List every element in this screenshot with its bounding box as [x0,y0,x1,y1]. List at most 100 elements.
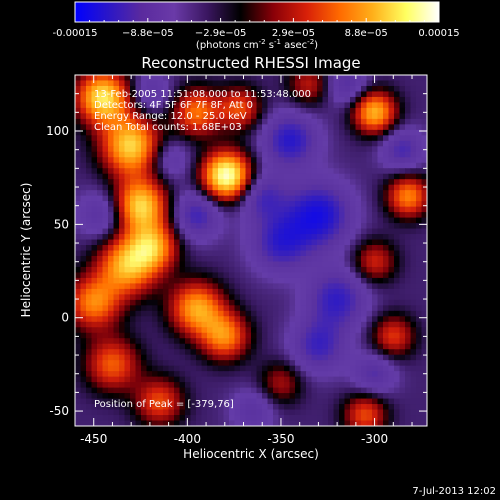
heatmap-cell [135,393,142,400]
heatmap-cell [218,288,225,295]
heatmap-cell [152,184,159,191]
heatmap-cell [328,266,335,274]
heatmap-cell [229,404,236,411]
heatmap-cell [97,261,104,268]
heatmap-cell [339,415,346,422]
heatmap-cell [141,96,148,104]
heatmap-cell [157,376,164,383]
heatmap-cell [333,168,340,175]
heatmap-cell [174,146,181,153]
heatmap-cell [102,234,109,241]
heatmap-cell [245,118,252,125]
heatmap-cell [251,338,258,345]
heatmap-cell [218,316,225,323]
heatmap-cell [262,85,269,93]
heatmap-cell [234,91,241,98]
heatmap-cell [383,272,390,279]
heatmap-cell [218,365,225,372]
heatmap-cell [75,124,82,131]
heatmap-cell [355,349,362,356]
heatmap-cell [339,349,346,356]
heatmap-cell [344,332,351,339]
heatmap-cell [223,124,230,131]
heatmap-cell [284,107,291,114]
heatmap-cell [113,393,120,400]
heatmap-cell [350,255,357,263]
heatmap-cell [339,184,346,191]
heatmap-cell [284,404,291,411]
heatmap-cell [383,294,390,301]
heatmap-cell [124,371,131,378]
heatmap-cell [416,190,423,197]
heatmap-cell [421,217,427,224]
heatmap-cell [185,135,192,142]
heatmap-cell [86,124,93,131]
heatmap-cell [97,190,104,197]
heatmap-cell [256,310,263,317]
heatmap-cell [372,299,379,306]
heatmap-cell [388,387,395,394]
heatmap-cell [234,135,241,142]
heatmap-cell [399,190,406,197]
heatmap-cell [284,217,291,224]
heatmap-cell [86,316,93,323]
heatmap-cell [350,239,357,246]
heatmap-cell [399,277,406,284]
heatmap-cell [410,173,417,180]
heatmap-cell [300,376,307,383]
heatmap-cell [311,118,318,125]
heatmap-cell [97,283,104,290]
heatmap-cell [212,404,219,411]
heatmap-cell [152,305,159,312]
heatmap-cell [361,316,368,323]
heatmap-cell [311,266,318,274]
heatmap-cell [267,283,274,290]
heatmap-cell [75,250,82,257]
heatmap-cell [185,261,192,268]
heatmap-cell [135,277,142,284]
heatmap-cell [377,310,384,317]
heatmap-cell [410,179,417,186]
heatmap-cell [240,113,247,120]
heatmap-cell [229,382,236,389]
heatmap-cell [372,393,379,400]
heatmap-cell [394,102,401,109]
heatmap-cell [108,234,115,241]
heatmap-cell [300,135,307,142]
heatmap-cell [212,179,219,186]
heatmap-cell [394,261,401,268]
heatmap-cell [339,129,346,136]
heatmap-cell [300,102,307,109]
heatmap-cell [245,239,252,246]
heatmap-cell [295,162,302,169]
heatmap-cell [295,349,302,356]
heatmap-cell [218,343,225,350]
heatmap-cell [262,250,269,257]
heatmap-cell [75,360,82,367]
heatmap-cell [185,217,192,224]
heatmap-cell [262,272,269,279]
heatmap-cell [91,261,98,268]
heatmap-cell [262,195,269,202]
heatmap-cell [168,283,175,290]
heatmap-cell [141,310,148,317]
heatmap-cell [333,371,340,378]
heatmap-cell [245,91,252,98]
heatmap-cell [108,387,115,394]
heatmap-cell [113,135,120,142]
heatmap-cell [300,332,307,339]
heatmap-cell [124,354,131,361]
heatmap-cell [86,245,93,252]
heatmap-cell [322,338,329,345]
heatmap-cell [410,409,417,416]
heatmap-cell [152,245,159,252]
heatmap-cell [157,113,164,120]
heatmap-cell [245,310,252,317]
heatmap-cell [339,107,346,114]
heatmap-cell [130,157,137,164]
heatmap-cell [388,371,395,378]
heatmap-cell [311,283,318,290]
heatmap-cell [355,80,362,87]
heatmap-cell [273,294,280,301]
heatmap-cell [344,294,351,301]
